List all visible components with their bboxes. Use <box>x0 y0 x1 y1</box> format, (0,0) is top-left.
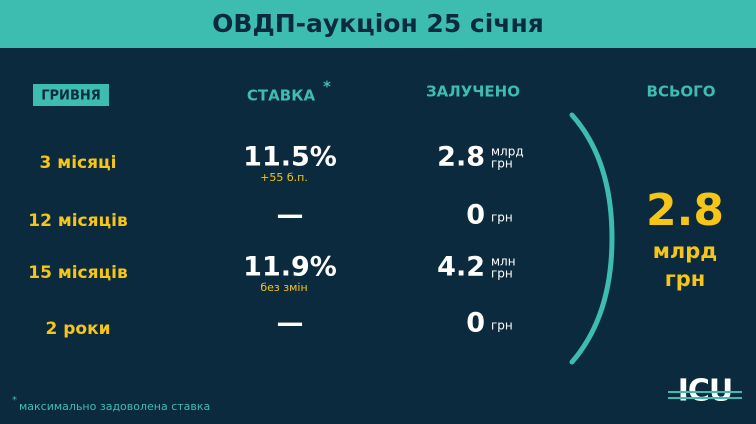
term: 2 роки <box>45 319 110 339</box>
total-unit: млрд <box>653 239 718 263</box>
logo-lines <box>668 391 742 399</box>
bracket <box>569 112 615 365</box>
amount: 2.8 <box>437 142 485 173</box>
currency-header: ГРИВНЯ <box>41 89 101 104</box>
rate: — <box>277 308 304 339</box>
unit: млн <box>491 255 516 269</box>
rate-header: СТАВКА <box>247 87 316 105</box>
total-amount: 2.8 <box>646 185 724 236</box>
title-banner <box>0 0 756 48</box>
unit: грн <box>491 211 513 225</box>
raised-header: ЗАЛУЧЕНО <box>426 83 520 101</box>
total-header: ВСЬОГО <box>647 83 716 101</box>
rate-asterisk: * <box>323 78 331 96</box>
rate-note: без змін <box>260 281 307 294</box>
unit: млрд <box>491 145 524 159</box>
amount: 0 <box>466 200 485 231</box>
unit: грн <box>491 319 513 333</box>
term: 3 місяці <box>40 153 117 173</box>
term: 15 місяців <box>28 263 128 283</box>
title: ОВДП-аукціон 25 січня <box>212 9 544 38</box>
amount: 0 <box>466 308 485 339</box>
footnote: максимально задоволена ставка <box>19 400 210 413</box>
rate: — <box>277 200 304 231</box>
unit: грн <box>491 157 513 171</box>
footnote-mark: * <box>12 395 17 406</box>
unit: грн <box>491 267 513 281</box>
term: 12 місяців <box>28 211 128 231</box>
rate-note: +55 б.п. <box>260 171 308 184</box>
rate: 11.5% <box>243 142 337 173</box>
amount: 4.2 <box>437 252 485 283</box>
currency-box <box>33 84 109 106</box>
rate: 11.9% <box>243 252 337 283</box>
total-unit: грн <box>665 267 706 291</box>
